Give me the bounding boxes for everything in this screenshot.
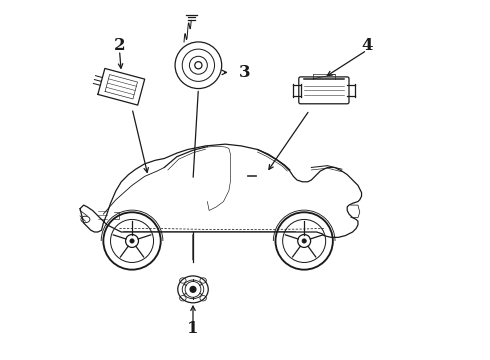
Text: 4: 4 [361,37,373,54]
Circle shape [130,239,134,243]
Text: 3: 3 [239,64,251,81]
Circle shape [302,239,306,243]
Text: 2: 2 [114,37,125,54]
Text: 1: 1 [187,320,199,337]
Circle shape [190,287,196,292]
